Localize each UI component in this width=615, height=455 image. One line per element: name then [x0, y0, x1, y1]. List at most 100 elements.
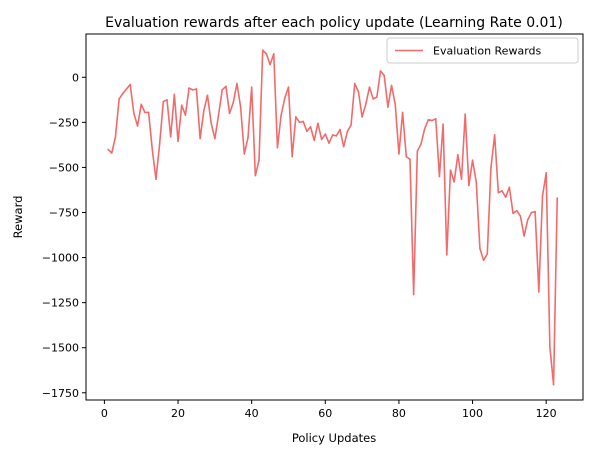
series-points: [107, 49, 559, 386]
data-point: [372, 98, 374, 100]
legend: Evaluation Rewards: [386, 37, 579, 64]
data-point: [383, 74, 386, 77]
data-point: [342, 145, 345, 148]
data-point: [136, 125, 139, 127]
data-point: [335, 135, 338, 137]
x-tick-label: 0: [101, 407, 108, 420]
data-point: [445, 254, 448, 256]
data-point: [206, 94, 209, 97]
y-tick-label: −500: [49, 161, 79, 174]
data-point: [376, 96, 378, 98]
data-point: [512, 212, 514, 215]
data-point: [552, 383, 555, 386]
data-point: [501, 190, 503, 192]
data-point: [442, 123, 444, 125]
data-point: [490, 166, 492, 169]
x-tick-label: 100: [462, 407, 483, 420]
data-point: [346, 130, 349, 133]
data-point: [398, 153, 400, 155]
data-point: [468, 184, 470, 187]
data-point: [545, 172, 547, 174]
data-point: [225, 85, 227, 88]
data-point: [368, 86, 371, 88]
data-point: [166, 99, 168, 101]
data-point: [449, 169, 452, 171]
data-point: [302, 120, 305, 123]
data-point: [133, 112, 135, 115]
data-point: [331, 134, 334, 136]
data-point: [538, 291, 540, 293]
data-point: [427, 118, 430, 121]
y-axis: −1750 −1500 −1250 −1000 −750 −500 −250 0: [42, 71, 86, 400]
data-point: [243, 153, 246, 155]
y-tick-label: −1750: [42, 387, 79, 400]
data-point: [409, 158, 411, 161]
y-tick-label: −250: [49, 116, 79, 129]
data-point: [357, 90, 360, 93]
data-point: [353, 82, 356, 85]
data-point: [158, 143, 161, 145]
data-point: [284, 97, 286, 99]
x-tick-label: 120: [536, 407, 557, 420]
data-point: [541, 195, 544, 198]
data-point: [309, 126, 312, 128]
data-point: [460, 178, 463, 180]
data-point: [387, 106, 389, 108]
data-point: [405, 155, 408, 158]
data-point: [144, 111, 146, 114]
data-point: [125, 88, 128, 90]
data-point: [457, 153, 459, 156]
data-point: [298, 121, 301, 124]
data-point: [306, 130, 308, 133]
data-point: [416, 150, 419, 152]
data-point: [530, 211, 533, 214]
data-point: [228, 112, 231, 115]
y-tick-label: 0: [72, 71, 79, 84]
data-point: [475, 181, 478, 183]
data-point: [379, 70, 382, 72]
data-point: [482, 259, 485, 262]
data-point: [191, 89, 194, 91]
data-point: [261, 49, 264, 52]
data-point: [140, 103, 143, 106]
data-point: [272, 53, 275, 55]
data-point: [497, 191, 500, 194]
data-point: [236, 82, 238, 85]
data-point: [493, 134, 496, 136]
x-tick-label: 40: [245, 407, 259, 420]
data-point: [162, 100, 165, 103]
data-point: [118, 98, 120, 100]
data-point: [390, 84, 393, 87]
data-point: [471, 159, 474, 162]
data-point: [523, 235, 525, 237]
chart-title: Evaluation rewards after each policy upd…: [105, 15, 563, 31]
data-point: [188, 87, 190, 89]
data-point: [549, 346, 551, 348]
legend-box: [386, 37, 579, 64]
data-point: [364, 103, 367, 106]
data-point: [438, 175, 441, 178]
data-point: [151, 148, 154, 151]
data-point: [107, 148, 109, 151]
data-point: [486, 253, 489, 255]
data-point: [247, 136, 249, 139]
data-point: [412, 293, 415, 296]
data-point: [508, 186, 511, 189]
data-point: [180, 104, 183, 107]
data-point: [295, 116, 297, 118]
data-point: [147, 111, 150, 114]
data-point: [221, 89, 224, 91]
data-point: [556, 197, 559, 199]
data-point: [361, 116, 363, 118]
data-point: [339, 128, 341, 131]
data-point: [519, 215, 522, 217]
data-point: [317, 122, 319, 125]
data-point: [324, 133, 327, 135]
data-point: [129, 83, 131, 86]
y-tick-label: −1250: [42, 297, 79, 310]
data-point: [431, 119, 433, 122]
y-tick-label: −1000: [42, 252, 79, 265]
x-tick-label: 80: [392, 407, 406, 420]
